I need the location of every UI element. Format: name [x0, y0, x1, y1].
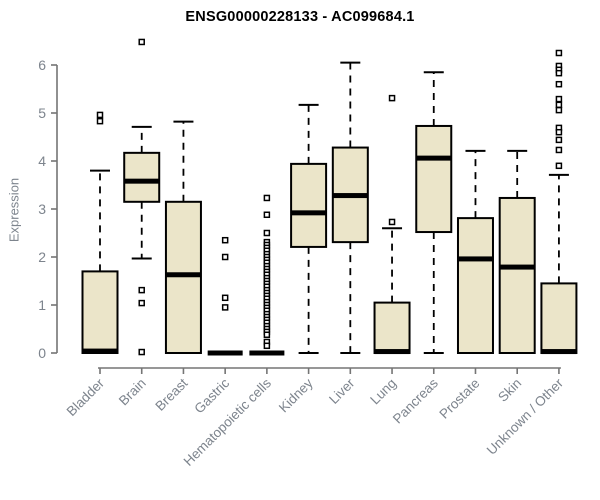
outlier-point: [263, 194, 271, 202]
outlier-point: [555, 49, 563, 57]
boxplot-gastric: [207, 236, 243, 356]
boxplot-liver: [331, 61, 369, 354]
median-line: [541, 349, 577, 355]
outlier-point: [555, 106, 563, 114]
outlier-point: [555, 162, 563, 170]
x-tick-label-lung: Lung: [367, 376, 399, 408]
outlier-point: [555, 80, 563, 88]
median-line: [416, 155, 452, 161]
outlier-point: [138, 299, 145, 307]
boxplot-brain: [123, 38, 161, 356]
box-rect: [373, 301, 411, 355]
box-rect: [290, 162, 328, 248]
median-line: [332, 193, 368, 199]
outlier-point: [555, 95, 563, 103]
outlier-point: [263, 229, 271, 237]
outlier-point: [96, 117, 104, 125]
boxplot-skin: [498, 149, 536, 354]
boxplot-lung: [373, 94, 411, 355]
box-rect: [540, 282, 578, 354]
box-rect: [81, 270, 119, 354]
x-tick-label-liver: Liver: [326, 375, 358, 407]
x-tick-label-unknown-other: Unknown / Other: [484, 375, 567, 458]
outlier-point: [221, 253, 229, 261]
x-tick-label-pancreas: Pancreas: [390, 375, 441, 426]
y-tick-label: 4: [38, 153, 46, 169]
median-line: [82, 348, 118, 354]
chart-title: ENSG00000228133 - AC099684.1: [185, 9, 415, 25]
outlier-point: [96, 111, 104, 119]
y-tick-label: 6: [38, 57, 46, 73]
y-tick-label: 5: [38, 105, 46, 121]
y-tick-label: 3: [38, 201, 46, 217]
x-tick-label-brain: Brain: [116, 376, 149, 409]
median-line: [499, 264, 535, 270]
box-rect: [498, 196, 536, 354]
x-tick-label-gastric: Gastric: [191, 375, 232, 416]
x-tick-label-prostate: Prostate: [436, 376, 482, 422]
boxplot-kidney: [290, 103, 328, 354]
outlier-point: [138, 286, 145, 294]
median-line: [374, 349, 410, 355]
outlier-point: [263, 211, 271, 219]
outlier-point: [388, 94, 396, 102]
outlier-point: [555, 101, 563, 109]
outlier-point: [263, 342, 271, 350]
outlier-point: [555, 128, 563, 136]
box-rect: [123, 151, 161, 203]
median-line: [207, 350, 243, 356]
boxplot-bladder: [81, 111, 119, 354]
box-rect: [456, 217, 494, 354]
boxplot-hematopoietic-cells: [249, 194, 285, 356]
box-rect: [415, 124, 453, 234]
x-tick-label-bladder: Bladder: [64, 375, 108, 419]
outlier-point: [555, 136, 563, 144]
outlier-point: [388, 218, 396, 226]
median-line: [291, 210, 327, 216]
boxplot-unknown-other: [540, 49, 578, 355]
x-tick-label-kidney: Kidney: [276, 375, 316, 415]
boxplot-pancreas: [415, 71, 453, 354]
median-line: [249, 350, 285, 356]
outlier-point: [138, 38, 145, 46]
median-line: [124, 178, 160, 184]
median-line: [457, 256, 493, 262]
outlier-point: [138, 348, 145, 356]
x-tick-label-skin: Skin: [495, 376, 524, 405]
y-tick-label: 1: [38, 297, 46, 313]
outlier-point: [221, 304, 229, 311]
outlier-point: [221, 294, 229, 302]
y-tick-label: 0: [38, 345, 46, 361]
y-tick-label: 2: [38, 249, 46, 265]
boxplot-prostate: [456, 149, 494, 354]
boxplot-breast: [164, 120, 202, 354]
x-tick-label-breast: Breast: [152, 375, 190, 413]
outlier-point: [555, 69, 563, 77]
box-rect: [164, 200, 202, 354]
outlier-point: [263, 331, 271, 339]
outlier-point: [555, 146, 563, 154]
median-line: [165, 272, 201, 278]
outlier-point: [221, 236, 229, 244]
